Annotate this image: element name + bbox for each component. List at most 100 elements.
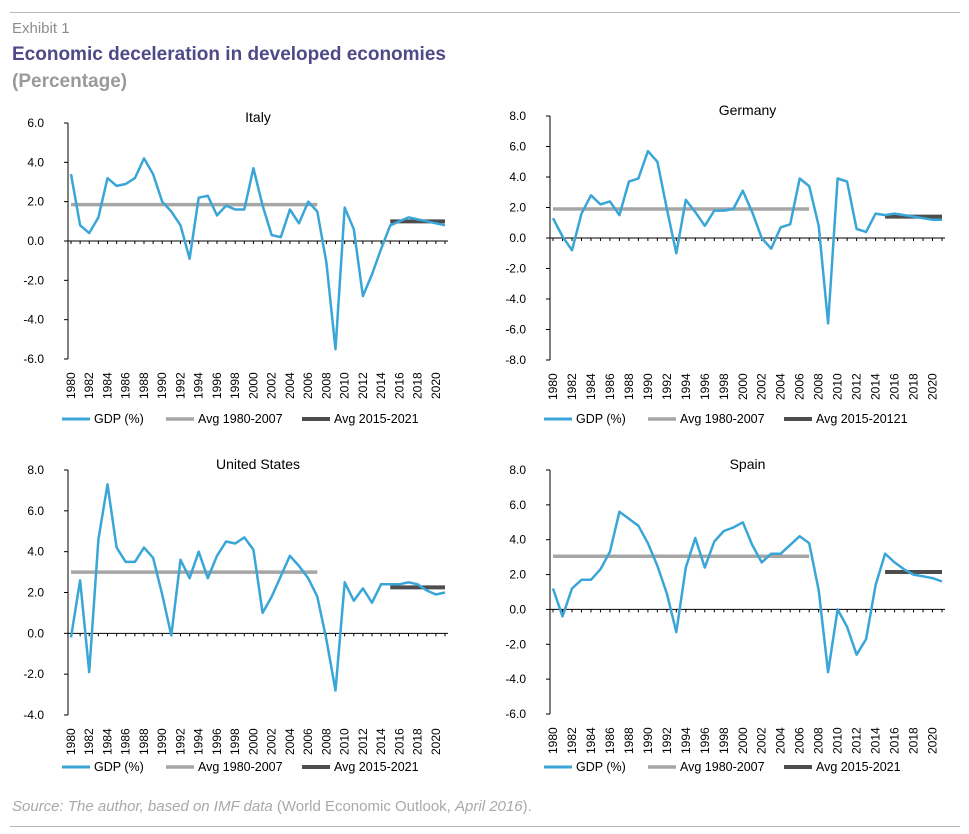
legend-gdp-label: GDP (%) [576, 412, 626, 426]
y-tick-label: -2.0 [505, 637, 526, 651]
source-date: April 2016 [455, 798, 523, 815]
x-tick-label: 1984 [584, 727, 598, 754]
y-tick-label: 0.0 [27, 234, 44, 248]
x-tick-label: 2014 [869, 373, 883, 400]
source-note: Source: The author, based on IMF data (W… [12, 798, 532, 815]
x-tick-label: 2002 [755, 727, 769, 754]
x-tick-label: 1996 [698, 727, 712, 754]
x-tick-label: 2018 [411, 728, 425, 755]
x-tick-label: 2008 [812, 373, 826, 400]
legend-avg-old-label: Avg 1980-2007 [680, 760, 765, 774]
x-tick-label: 1986 [603, 373, 617, 400]
legend-avg-old-label: Avg 1980-2007 [198, 760, 283, 774]
x-tick-label: 2016 [888, 727, 902, 754]
y-tick-label: -4.0 [23, 313, 44, 327]
x-tick-label: 2002 [265, 372, 279, 399]
legend-avg-new-label: Avg 2015-20121 [816, 412, 908, 426]
gdp-line [69, 483, 446, 692]
legend-gdp-label: GDP (%) [94, 412, 144, 426]
legend-avg-old-label: Avg 1980-2007 [198, 412, 283, 426]
source-end: ). [522, 798, 532, 815]
y-tick-label: 4.0 [27, 545, 44, 559]
chart-title: Spain [730, 456, 766, 472]
legend-avg-new-label: Avg 2015-2021 [816, 760, 901, 774]
x-tick-label: 2020 [429, 372, 443, 399]
x-tick-label: 1998 [228, 728, 242, 755]
x-tick-label: 2000 [246, 728, 260, 755]
y-tick-label: -2.0 [23, 273, 44, 287]
y-tick-label: 6.0 [27, 116, 44, 130]
x-tick-label: 2014 [869, 727, 883, 754]
legend-avg-new-label: Avg 2015-2021 [334, 760, 419, 774]
x-tick-label: 2010 [831, 373, 845, 400]
x-tick-label: 2012 [850, 727, 864, 754]
y-tick-label: 4.0 [509, 170, 526, 184]
legend-gdp-label: GDP (%) [576, 760, 626, 774]
x-tick-label: 2002 [265, 728, 279, 755]
x-tick-label: 2014 [374, 728, 388, 755]
x-tick-label: 1986 [119, 728, 133, 755]
legend-gdp-label: GDP (%) [94, 760, 144, 774]
x-tick-label: 1992 [660, 373, 674, 400]
x-tick-label: 2012 [850, 373, 864, 400]
x-tick-label: 2010 [831, 727, 845, 754]
y-tick-label: 0.0 [509, 602, 526, 616]
gdp-line [551, 510, 943, 674]
x-tick-label: 2000 [246, 372, 260, 399]
y-tick-label: 2.0 [27, 586, 44, 600]
chart-title: United States [216, 456, 300, 472]
bottom-rule [10, 826, 960, 827]
x-tick-label: 2000 [736, 727, 750, 754]
x-tick-label: 1984 [584, 373, 598, 400]
source-rest: (World Economic Outlook, [272, 798, 456, 815]
x-tick-label: 2020 [429, 728, 443, 755]
y-tick-label: -2.0 [23, 667, 44, 681]
x-tick-label: 2020 [926, 373, 940, 400]
y-tick-label: 2.0 [509, 568, 526, 582]
y-tick-label: 4.0 [27, 155, 44, 169]
x-tick-label: 1998 [717, 727, 731, 754]
x-tick-label: 1992 [173, 372, 187, 399]
x-tick-label: 1982 [82, 372, 96, 399]
x-tick-label: 1994 [192, 372, 206, 399]
exhibit-label: Exhibit 1 [12, 20, 70, 37]
x-tick-label: 2010 [338, 372, 352, 399]
x-tick-label: 1996 [210, 372, 224, 399]
x-tick-label: 2000 [736, 373, 750, 400]
y-tick-label: -8.0 [505, 353, 526, 367]
x-tick-label: 1980 [546, 727, 560, 754]
x-tick-label: 1994 [192, 728, 206, 755]
x-tick-label: 1998 [717, 373, 731, 400]
page-title: Economic deceleration in developed econo… [12, 44, 446, 65]
x-tick-label: 2008 [319, 728, 333, 755]
y-tick-label: 2.0 [27, 195, 44, 209]
y-tick-label: -4.0 [505, 672, 526, 686]
y-tick-label: 6.0 [509, 498, 526, 512]
x-tick-label: 2006 [793, 727, 807, 754]
x-tick-label: 2006 [793, 373, 807, 400]
x-tick-label: 1990 [641, 727, 655, 754]
source-italic: Source: The author, based on IMF data [12, 798, 273, 815]
x-tick-label: 2002 [755, 373, 769, 400]
y-tick-label: 8.0 [509, 109, 526, 123]
x-tick-label: 1980 [546, 373, 560, 400]
gdp-line [69, 157, 446, 351]
x-tick-label: 2006 [301, 728, 315, 755]
x-tick-label: 2004 [774, 373, 788, 400]
chart-title: Italy [245, 109, 271, 125]
y-tick-label: 2.0 [509, 201, 526, 215]
legend-avg-old-label: Avg 1980-2007 [680, 412, 765, 426]
x-tick-label: 1998 [228, 372, 242, 399]
x-tick-label: 1994 [679, 373, 693, 400]
chart-title: Germany [719, 102, 777, 118]
x-tick-label: 1988 [137, 728, 151, 755]
x-tick-label: 2018 [907, 373, 921, 400]
x-tick-label: 1980 [64, 728, 78, 755]
x-tick-label: 1982 [82, 728, 96, 755]
x-tick-label: 1988 [137, 372, 151, 399]
y-tick-label: 0.0 [27, 626, 44, 640]
gdp-line [551, 149, 942, 325]
